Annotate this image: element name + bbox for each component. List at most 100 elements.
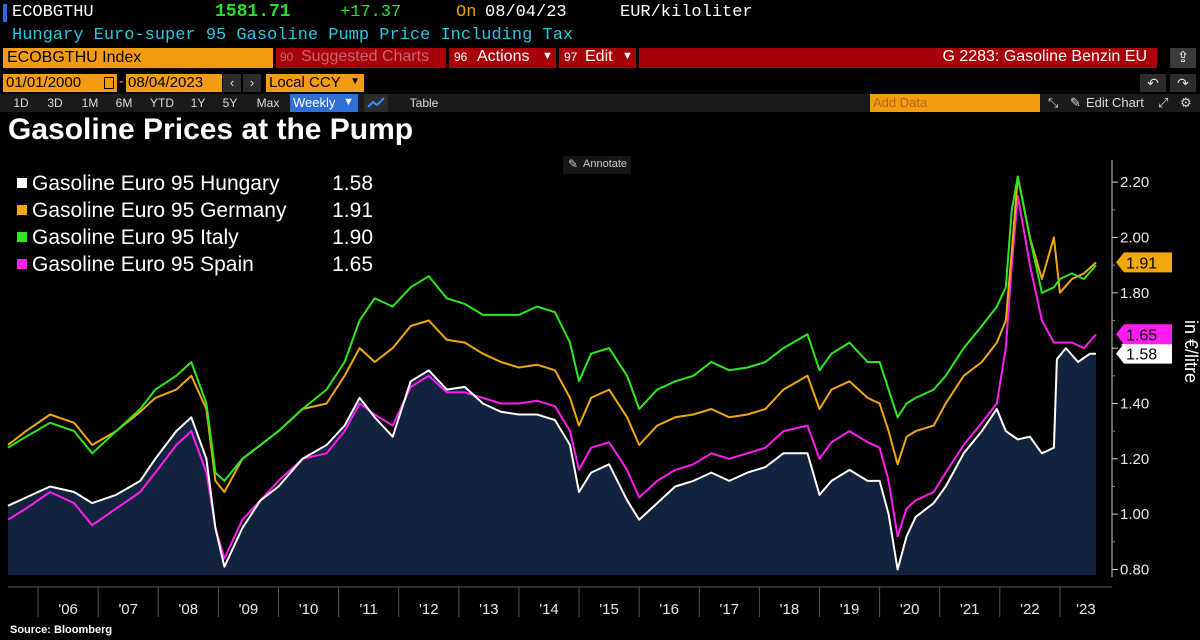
legend-swatch [17, 259, 27, 269]
end-date-text: 08/04/2023 [128, 74, 204, 91]
undo-icon[interactable]: ↶ [1140, 74, 1166, 92]
edit-menu[interactable]: 97 Edit ▼ [559, 48, 636, 68]
frequency-text: Weekly [293, 95, 336, 110]
ticker-bar: ECOBGTHU 1581.71 +17.37 On 08/04/23 EUR/… [0, 0, 1200, 26]
line-chart-icon[interactable] [364, 94, 388, 112]
edit-label: Edit [585, 48, 613, 65]
x-tick-label: '11 [359, 601, 377, 618]
actions-menu[interactable]: 96 Actions ▼ [449, 48, 556, 68]
y-tick-label: 0.80 [1120, 561, 1149, 578]
caret-down-icon: ▼ [622, 50, 633, 62]
source-note: Source: Bloomberg [10, 624, 113, 636]
caret-down-icon: ▼ [343, 96, 354, 108]
suggested-charts-button[interactable]: 90 Suggested Charts [276, 48, 446, 68]
y-tick-label: 1.20 [1120, 451, 1149, 468]
legend-entry: Gasoline Euro 95 Germany [32, 199, 287, 222]
index-field-text: ECOBGTHU Index [7, 49, 142, 66]
prev-period-icon[interactable]: ‹ [223, 74, 241, 92]
x-tick-label: '08 [179, 601, 199, 618]
chart-title: Gasoline Prices at the Pump [8, 113, 414, 146]
period-6m[interactable]: 6M [115, 96, 133, 110]
annotate-label: Annotate [583, 158, 628, 170]
start-date-text: 01/01/2000 [6, 74, 82, 91]
legend-value: 1.91 [332, 199, 373, 222]
legend-box [10, 164, 378, 274]
ticker-symbol[interactable]: ECOBGTHU [12, 3, 94, 22]
period-3d[interactable]: 3D [47, 96, 63, 110]
redo-icon[interactable]: ↷ [1170, 74, 1196, 92]
unit-label: EUR/kiloliter [620, 3, 753, 22]
start-date-input[interactable]: 01/01/2000 [3, 74, 117, 92]
legend-swatch [17, 205, 27, 215]
y-tick-label: 2.20 [1120, 174, 1149, 191]
share-icon[interactable]: ⇪ [1170, 48, 1196, 68]
x-tick-label: '12 [419, 601, 439, 618]
legend-swatch [17, 232, 27, 242]
annotate-button[interactable]: ✎ Annotate [563, 156, 631, 174]
frequency-select[interactable]: Weekly ▼ [290, 94, 358, 112]
security-description: Hungary Euro-super 95 Gasoline Pump Pric… [12, 26, 574, 45]
x-tick-label: '18 [780, 601, 800, 618]
edit-chart-button[interactable]: Edit Chart [1086, 95, 1144, 110]
period-5y[interactable]: 5Y [222, 96, 238, 110]
legend-swatch [17, 178, 27, 188]
end-date-input[interactable]: 08/04/2023 [126, 74, 222, 92]
y-tick-label: 1.00 [1120, 506, 1149, 523]
last-value-text: 1.91 [1126, 255, 1157, 272]
caret-down-icon: ▼ [542, 50, 553, 62]
y-tick-label: 1.40 [1120, 395, 1149, 412]
pencil-icon: ✎ [568, 157, 579, 171]
legend-value: 1.90 [332, 226, 373, 249]
table-button[interactable]: Table [409, 96, 439, 110]
x-axis: '06 '07 '08 '09 '10 '11 '12 '13 '14 '15 '16 '17 '18 '… [8, 586, 1112, 618]
legend-entry: Gasoline Euro 95 Spain [32, 253, 254, 276]
on-label: On [456, 3, 477, 22]
actions-label: Actions [477, 48, 530, 65]
as-of-date: 08/04/23 [485, 3, 567, 22]
x-tick-label: '09 [239, 601, 259, 618]
period-ytd[interactable]: YTD [150, 96, 174, 110]
line-chart: 0.801.001.201.401.601.802.002.20 '06'07'… [7, 160, 1200, 618]
y-tick-label: 2.00 [1120, 229, 1149, 246]
x-tick-label: '22 [1020, 601, 1040, 618]
calendar-icon[interactable] [104, 77, 114, 89]
x-tick-label: '13 [479, 601, 499, 618]
x-tick-label: '17 [720, 601, 740, 618]
x-tick-label: '21 [960, 601, 980, 618]
x-tick-label: '07 [118, 601, 138, 618]
hungary-line [7, 347, 1096, 571]
area-layer [8, 348, 1096, 575]
caret-down-icon: ▼ [350, 76, 360, 87]
x-tick-label: '06 [58, 601, 78, 618]
last-value-labels: 1.58 1.91 1.65 [1116, 252, 1172, 364]
index-field[interactable]: ECOBGTHU Index [3, 48, 273, 68]
y-axis-label: in €/litre [1181, 320, 1200, 383]
last-value-tag [1116, 252, 1172, 273]
price-change: +17.37 [340, 3, 402, 22]
last-value-text: 1.65 [1126, 327, 1157, 344]
ticker-flag-icon [3, 4, 7, 22]
function-title-bar: G 2283: Gasoline Benzin EU [639, 48, 1157, 68]
period-1d[interactable]: 1D [13, 96, 29, 110]
italy-line [7, 175, 1097, 482]
currency-select[interactable]: Local CCY ▼ [266, 74, 364, 92]
date-separator: - [119, 73, 124, 90]
last-value-tag [1116, 324, 1172, 345]
add-data-placeholder: Add Data [873, 95, 928, 110]
legend-value: 1.65 [332, 253, 373, 276]
legend: Gasoline Euro 95 Hungary 1.58 Gasoline Eur… [10, 164, 378, 276]
legend-entry: Gasoline Euro 95 Italy [32, 226, 239, 249]
add-data-input[interactable]: Add Data [870, 94, 1040, 112]
legend-value: 1.58 [332, 172, 373, 195]
last-price: 1581.71 [215, 2, 291, 22]
hungary-area-fill [8, 348, 1096, 575]
period-1m[interactable]: 1M [81, 96, 99, 110]
menu-bar: ECOBGTHU Index 90 Suggested Charts 96 Ac… [0, 47, 1200, 69]
next-period-icon[interactable]: › [243, 74, 261, 92]
x-tick-label: '16 [659, 601, 679, 618]
period-max[interactable]: Max [256, 96, 280, 110]
period-1y[interactable]: 1Y [190, 96, 206, 110]
collapse-icon[interactable]: ⤡ [1048, 95, 1059, 110]
gear-icon[interactable]: ⚙ [1180, 95, 1192, 110]
settings-icon[interactable]: ⤢ [1158, 95, 1169, 110]
